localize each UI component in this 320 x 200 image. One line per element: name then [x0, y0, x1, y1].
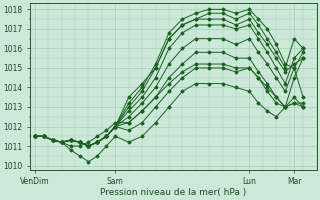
X-axis label: Pression niveau de la mer( hPa ): Pression niveau de la mer( hPa ) — [100, 188, 247, 197]
